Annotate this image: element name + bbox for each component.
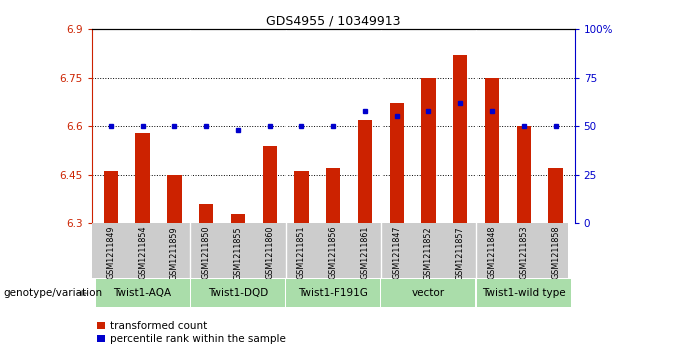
Bar (96, 279, 190, 307)
Text: Twist1-AQA: Twist1-AQA (114, 288, 171, 298)
Bar (286, 279, 380, 307)
Text: vector: vector (412, 288, 445, 298)
Legend: transformed count, percentile rank within the sample: transformed count, percentile rank withi… (97, 321, 286, 344)
Bar (262, 146, 277, 223)
Bar (104, 171, 118, 223)
Text: GSM1211857: GSM1211857 (456, 226, 464, 280)
Title: GDS4955 / 10349913: GDS4955 / 10349913 (266, 15, 401, 28)
Bar (485, 78, 499, 223)
Bar (231, 213, 245, 223)
Text: genotype/variation: genotype/variation (3, 288, 103, 298)
Text: Twist1-DQD: Twist1-DQD (208, 288, 268, 298)
Text: GSM1211852: GSM1211852 (424, 226, 433, 280)
Text: Twist1-wild type: Twist1-wild type (482, 288, 566, 298)
Text: GSM1211853: GSM1211853 (520, 226, 528, 280)
Bar (381, 279, 475, 307)
Bar (422, 78, 436, 223)
Bar (358, 120, 372, 223)
Bar (135, 132, 150, 223)
Text: GSM1211861: GSM1211861 (360, 226, 369, 280)
Text: GSM1211849: GSM1211849 (106, 226, 116, 280)
Bar (294, 171, 309, 223)
Bar (477, 279, 571, 307)
Text: Twist1-F191G: Twist1-F191G (299, 288, 368, 298)
Text: GSM1211856: GSM1211856 (328, 226, 338, 280)
Bar (548, 168, 562, 223)
Bar (326, 168, 341, 223)
Bar (390, 103, 404, 223)
Bar (517, 126, 531, 223)
Text: GSM1211855: GSM1211855 (233, 226, 242, 280)
Text: GSM1211848: GSM1211848 (488, 226, 496, 280)
Bar (453, 55, 467, 223)
Text: GSM1211858: GSM1211858 (551, 226, 560, 280)
Text: GSM1211850: GSM1211850 (202, 226, 211, 280)
Text: GSM1211847: GSM1211847 (392, 226, 401, 280)
Text: GSM1211860: GSM1211860 (265, 226, 274, 280)
Text: GSM1211854: GSM1211854 (138, 226, 147, 280)
Text: GSM1211859: GSM1211859 (170, 226, 179, 280)
Bar (191, 279, 285, 307)
Bar (199, 204, 214, 223)
Text: GSM1211851: GSM1211851 (297, 226, 306, 280)
Bar (167, 175, 182, 223)
